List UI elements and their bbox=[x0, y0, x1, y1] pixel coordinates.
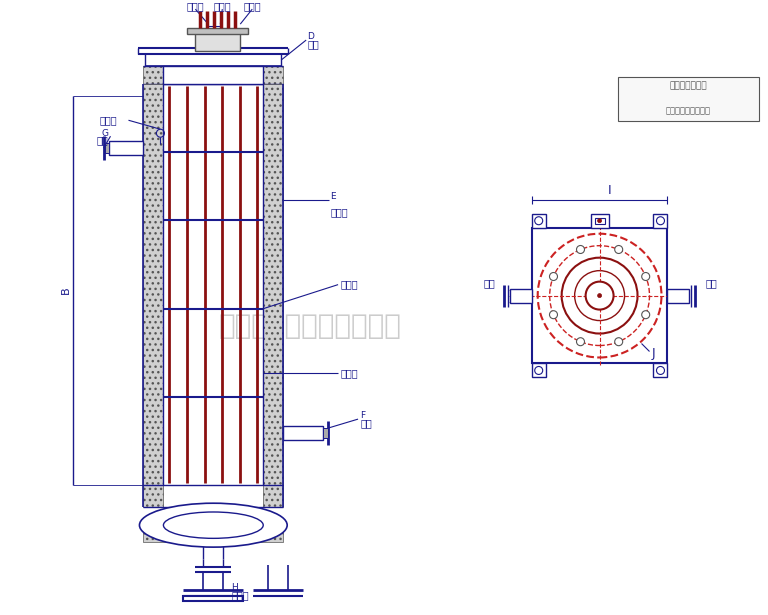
Bar bbox=[667, 288, 690, 303]
Text: 导流板: 导流板 bbox=[340, 280, 358, 290]
Bar bbox=[195, 31, 240, 51]
Bar bbox=[187, 28, 248, 34]
Circle shape bbox=[614, 245, 623, 253]
Text: 法兰: 法兰 bbox=[307, 39, 319, 49]
Bar bbox=[144, 485, 164, 507]
Text: 可按照客户要求定制: 可按照客户要求定制 bbox=[666, 106, 711, 116]
Text: 江苏澜利博实业有限公司: 江苏澜利博实业有限公司 bbox=[219, 312, 402, 339]
Circle shape bbox=[614, 338, 623, 346]
Text: 进口: 进口 bbox=[360, 418, 372, 428]
Circle shape bbox=[598, 219, 601, 223]
Bar bbox=[263, 84, 283, 485]
Bar bbox=[164, 66, 263, 84]
Bar bbox=[263, 485, 283, 507]
Bar bbox=[323, 428, 328, 438]
Bar bbox=[531, 363, 546, 378]
Text: 测温点: 测温点 bbox=[243, 1, 261, 11]
Bar bbox=[184, 596, 243, 601]
Ellipse shape bbox=[140, 503, 287, 547]
Bar bbox=[108, 141, 144, 155]
Text: 排污口: 排污口 bbox=[231, 590, 249, 600]
Bar bbox=[654, 363, 667, 378]
Text: 测温点: 测温点 bbox=[100, 115, 118, 125]
Bar bbox=[654, 214, 667, 228]
Circle shape bbox=[577, 245, 584, 253]
Text: 加热管: 加热管 bbox=[340, 368, 358, 378]
Text: 保温层: 保温层 bbox=[330, 207, 348, 217]
Text: H: H bbox=[231, 582, 238, 592]
Text: 出口: 出口 bbox=[97, 135, 108, 145]
Text: 松动式活动法兰: 松动式活动法兰 bbox=[670, 82, 707, 90]
Bar bbox=[104, 143, 108, 153]
Bar bbox=[531, 214, 546, 228]
Circle shape bbox=[549, 311, 558, 319]
Text: F: F bbox=[360, 411, 365, 419]
Circle shape bbox=[642, 311, 650, 319]
Bar bbox=[283, 426, 323, 440]
Text: B: B bbox=[61, 287, 71, 295]
Bar bbox=[510, 288, 531, 303]
Circle shape bbox=[586, 282, 614, 309]
Text: D: D bbox=[307, 31, 314, 41]
Circle shape bbox=[598, 293, 601, 298]
Text: 进口: 进口 bbox=[706, 279, 717, 288]
Circle shape bbox=[577, 338, 584, 346]
Bar bbox=[531, 228, 667, 363]
Circle shape bbox=[549, 272, 558, 280]
Text: I: I bbox=[607, 184, 611, 197]
Bar bbox=[594, 218, 604, 224]
Text: E: E bbox=[330, 192, 336, 201]
Bar bbox=[144, 84, 164, 485]
Bar bbox=[591, 214, 608, 228]
Text: G: G bbox=[101, 129, 108, 138]
Bar bbox=[617, 77, 760, 121]
Circle shape bbox=[642, 272, 650, 280]
Text: 出口: 出口 bbox=[484, 279, 495, 288]
Bar bbox=[144, 525, 283, 542]
Text: 防护盒: 防护盒 bbox=[214, 1, 231, 11]
Bar bbox=[144, 66, 164, 84]
Text: 接线孔: 接线孔 bbox=[187, 1, 204, 11]
Bar bbox=[263, 66, 283, 84]
Text: J: J bbox=[651, 347, 655, 360]
